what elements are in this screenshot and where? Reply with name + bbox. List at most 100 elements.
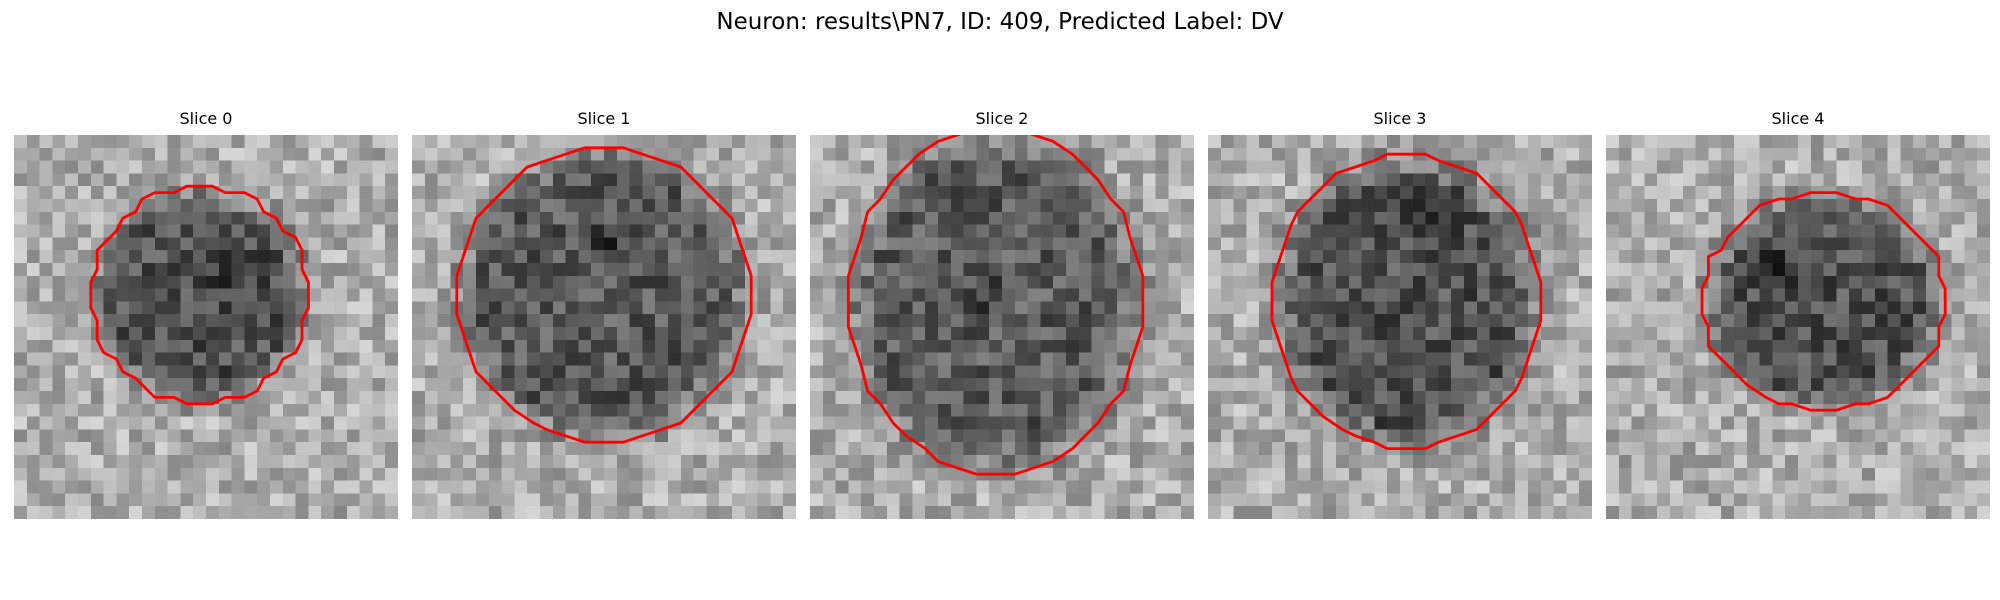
pixel-cell xyxy=(899,173,913,187)
pixel-cell xyxy=(680,429,694,443)
pixel-cell xyxy=(412,160,426,174)
pixel-cell xyxy=(540,135,554,149)
pixel-cell xyxy=(1913,467,1927,481)
pixel-cell xyxy=(1451,301,1465,315)
pixel-cell xyxy=(1951,467,1965,481)
pixel-cell xyxy=(783,429,796,443)
pixel-cell xyxy=(912,429,926,443)
pixel-cell xyxy=(668,327,682,341)
pixel-cell xyxy=(1721,301,1735,315)
pixel-cell xyxy=(334,339,348,353)
pixel-cell xyxy=(1078,403,1092,417)
pixel-cell xyxy=(1130,506,1144,519)
pixel-cell xyxy=(488,365,502,379)
pixel-cell xyxy=(1938,429,1952,443)
pixel-cell xyxy=(655,301,669,315)
pixel-cell xyxy=(706,442,720,456)
pixel-cell xyxy=(1168,147,1182,161)
pixel-cell xyxy=(129,160,143,174)
pixel-cell xyxy=(578,480,592,494)
pixel-cell xyxy=(1951,301,1965,315)
pixel-cell xyxy=(861,480,875,494)
pixel-cell xyxy=(1657,378,1671,392)
pixel-cell xyxy=(78,339,92,353)
pixel-cell xyxy=(206,352,220,366)
pixel-cell xyxy=(52,506,66,519)
pixel-cell xyxy=(783,314,796,328)
pixel-cell xyxy=(1053,147,1067,161)
pixel-cell xyxy=(282,365,296,379)
pixel-cell xyxy=(1130,493,1144,507)
pixel-cell xyxy=(1785,263,1799,277)
pixel-cell xyxy=(1644,403,1658,417)
pixel-cell xyxy=(1540,301,1554,315)
pixel-cell xyxy=(142,288,156,302)
pixel-cell xyxy=(424,403,438,417)
pixel-cell xyxy=(655,391,669,405)
pixel-cell xyxy=(1849,455,1863,469)
pixel-cell xyxy=(142,314,156,328)
pixel-cell xyxy=(1310,378,1324,392)
pixel-cell xyxy=(822,365,836,379)
pixel-cell xyxy=(1606,301,1620,315)
pixel-cell xyxy=(706,263,720,277)
pixel-cell xyxy=(1785,365,1799,379)
pixel-cell xyxy=(1579,429,1592,443)
pixel-cell xyxy=(424,352,438,366)
pixel-cell xyxy=(822,378,836,392)
pixel-cell xyxy=(1695,160,1709,174)
pixel-cell xyxy=(770,365,784,379)
pixel-cell xyxy=(346,467,360,481)
pixel-cell xyxy=(1438,237,1452,251)
pixel-cell xyxy=(1400,378,1414,392)
pixel-cell xyxy=(1759,480,1773,494)
pixel-cell xyxy=(950,339,964,353)
pixel-cell xyxy=(488,442,502,456)
pixel-cell xyxy=(591,378,605,392)
pixel-cell xyxy=(206,429,220,443)
pixel-cell xyxy=(385,173,398,187)
pixel-cell xyxy=(334,429,348,443)
pixel-cell xyxy=(359,352,373,366)
pixel-cell xyxy=(1938,327,1952,341)
pixel-cell xyxy=(1246,186,1260,200)
pixel-cell xyxy=(925,467,939,481)
pixel-cell xyxy=(680,275,694,289)
pixel-cell xyxy=(591,429,605,443)
pixel-cell xyxy=(463,442,477,456)
pixel-cell xyxy=(1272,275,1286,289)
pixel-cell xyxy=(359,288,373,302)
pixel-cell xyxy=(154,211,168,225)
pixel-cell xyxy=(899,442,913,456)
pixel-cell xyxy=(925,365,939,379)
pixel-cell xyxy=(65,135,79,149)
pixel-cell xyxy=(552,506,566,519)
pixel-cell xyxy=(193,147,207,161)
pixel-cell xyxy=(1810,416,1824,430)
pixel-cell xyxy=(1027,224,1041,238)
pixel-cell xyxy=(450,339,464,353)
pixel-cell xyxy=(1708,480,1722,494)
pixel-cell xyxy=(1964,339,1978,353)
pixel-cell xyxy=(1528,365,1542,379)
pixel-cell xyxy=(1155,506,1169,519)
pixel-cell xyxy=(1772,365,1786,379)
pixel-cell xyxy=(129,403,143,417)
pixel-cell xyxy=(206,493,220,507)
pixel-cell xyxy=(1142,263,1156,277)
pixel-cell xyxy=(1412,135,1426,149)
pixel-cell xyxy=(1451,173,1465,187)
pixel-cell xyxy=(732,378,746,392)
pixel-cell xyxy=(14,429,28,443)
pixel-cell xyxy=(1540,173,1554,187)
pixel-cell xyxy=(1849,493,1863,507)
pixel-cell xyxy=(1772,288,1786,302)
pixel-cell xyxy=(1374,506,1388,519)
pixel-cell xyxy=(142,365,156,379)
pixel-cell xyxy=(514,365,528,379)
pixel-cell xyxy=(514,173,528,187)
pixel-cell xyxy=(912,173,926,187)
pixel-cell xyxy=(1489,237,1503,251)
pixel-cell xyxy=(552,365,566,379)
pixel-cell xyxy=(1657,199,1671,213)
